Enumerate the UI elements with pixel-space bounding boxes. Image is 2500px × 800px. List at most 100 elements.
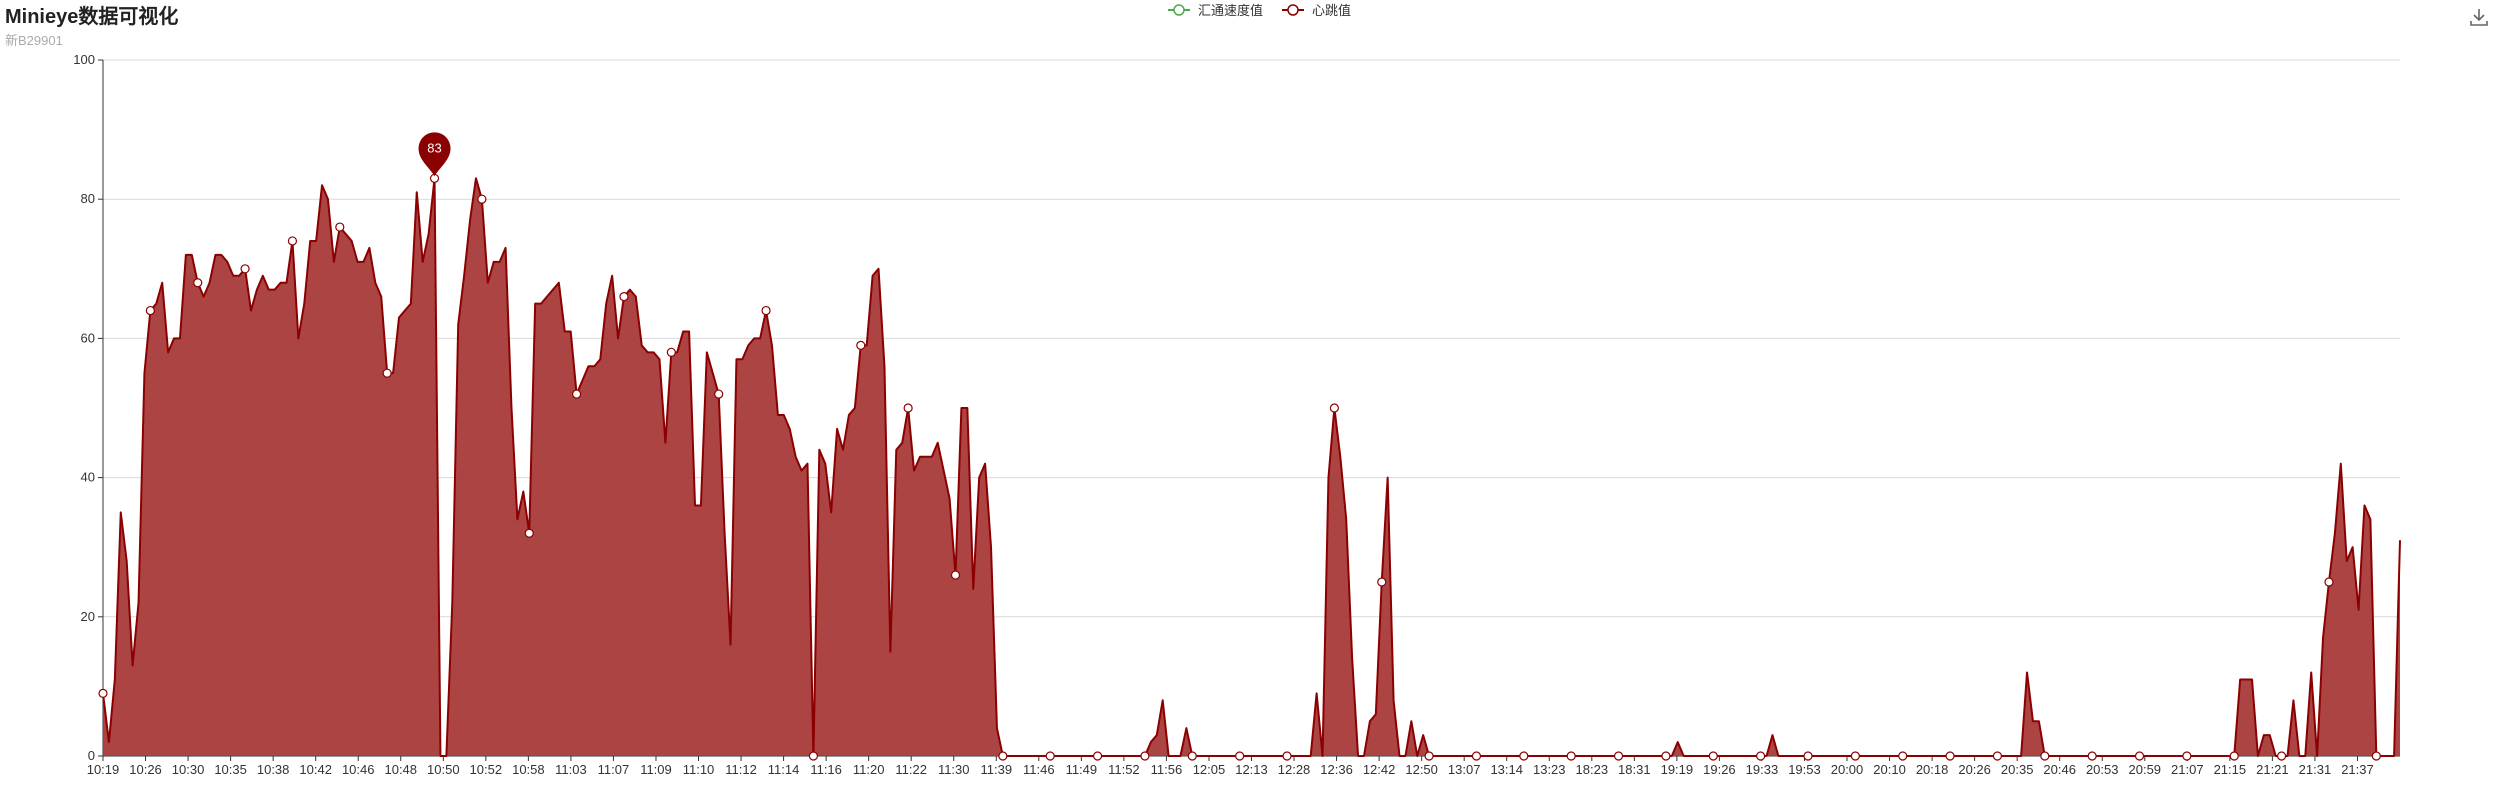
x-tick-label: 12:36 xyxy=(1320,762,1353,777)
data-point xyxy=(666,347,676,357)
x-tick-label: 11:07 xyxy=(598,762,630,777)
x-tick-label: 13:14 xyxy=(1490,762,1523,777)
data-point xyxy=(903,403,913,413)
y-tick-label: 40 xyxy=(81,470,95,485)
data-point xyxy=(1377,577,1387,587)
data-point xyxy=(1045,751,1055,761)
markpoint-pin xyxy=(418,132,451,177)
data-point xyxy=(1850,751,1860,761)
data-point xyxy=(1282,751,1292,761)
data-point xyxy=(1140,751,1150,761)
x-tick-label: 12:13 xyxy=(1235,762,1268,777)
x-tick-label: 10:48 xyxy=(384,762,417,777)
series-area-heartbeat xyxy=(103,178,2400,756)
x-tick-label: 11:09 xyxy=(640,762,672,777)
series-line-heartbeat xyxy=(102,177,2401,757)
x-tick-label: 11:14 xyxy=(768,762,800,777)
markpoint-group: 83 xyxy=(418,132,451,177)
chart-subtitle: 新B29901 xyxy=(5,33,63,48)
data-point xyxy=(998,751,1008,761)
grid xyxy=(103,59,2400,757)
x-tick-label: 21:15 xyxy=(2214,762,2247,777)
x-tick-label: 20:10 xyxy=(1873,762,1906,777)
data-point xyxy=(240,264,250,274)
x-tick-label: 20:26 xyxy=(1958,762,1991,777)
points-group xyxy=(98,173,2381,761)
markpoint-label: 83 xyxy=(427,140,441,155)
data-point xyxy=(856,340,866,350)
legend-swatch-icon xyxy=(1173,4,1185,16)
legend-item-0[interactable]: 汇通速度值 xyxy=(1168,3,1263,18)
x-tick-label: 21:37 xyxy=(2341,762,2374,777)
x-tick-label: 12:28 xyxy=(1278,762,1311,777)
x-tick-label: 20:59 xyxy=(2129,762,2162,777)
x-tick-label: 10:42 xyxy=(299,762,332,777)
data-point xyxy=(1329,403,1339,413)
x-tick-label: 18:23 xyxy=(1576,762,1609,777)
data-point xyxy=(145,305,155,316)
data-point xyxy=(572,389,582,399)
y-tick-label: 100 xyxy=(73,52,95,67)
data-point xyxy=(1945,751,1955,761)
data-point xyxy=(1898,751,1908,761)
data-point xyxy=(335,222,345,232)
data-point xyxy=(524,528,534,538)
y-tick-label: 60 xyxy=(81,330,95,345)
x-tick-label: 10:26 xyxy=(129,762,162,777)
x-tick-label: 11:49 xyxy=(1066,762,1098,777)
download-icon[interactable] xyxy=(2468,6,2490,28)
legend-item-1[interactable]: 心跳值 xyxy=(1282,3,1351,18)
data-point xyxy=(287,236,298,246)
data-point xyxy=(1092,751,1103,761)
data-point xyxy=(2182,751,2192,761)
x-tick-label: 21:31 xyxy=(2299,762,2332,777)
data-point xyxy=(1187,751,1197,761)
x-tick-label: 20:53 xyxy=(2086,762,2119,777)
x-tick-label: 10:50 xyxy=(427,762,460,777)
data-point xyxy=(2134,751,2145,761)
x-tick-label: 11:03 xyxy=(555,762,587,777)
x-tick-label: 21:07 xyxy=(2171,762,2204,777)
data-point xyxy=(98,688,108,698)
x-tick-label: 12:50 xyxy=(1405,762,1438,777)
data-point xyxy=(2040,751,2050,761)
x-tick-label: 11:20 xyxy=(853,762,885,777)
data-point xyxy=(382,368,392,378)
x-tick-label: 19:33 xyxy=(1746,762,1779,777)
x-tick-label: 11:46 xyxy=(1023,762,1055,777)
data-point xyxy=(1235,751,1245,761)
x-tick-label: 12:05 xyxy=(1193,762,1226,777)
x-tick-label: 11:12 xyxy=(725,762,757,777)
x-tick-label: 11:10 xyxy=(683,762,715,777)
legend-label: 汇通速度值 xyxy=(1198,3,1263,18)
x-tick-label: 11:22 xyxy=(895,762,927,777)
x-tick-label: 20:18 xyxy=(1916,762,1949,777)
x-tick-label: 20:00 xyxy=(1831,762,1864,777)
data-point xyxy=(477,194,487,204)
legend-label: 心跳值 xyxy=(1312,3,1351,18)
x-tick-label: 11:16 xyxy=(810,762,842,777)
y-tick-label: 20 xyxy=(81,609,95,624)
legend-swatch-icon xyxy=(1287,4,1299,16)
data-point xyxy=(2324,577,2334,587)
x-tick-label: 19:26 xyxy=(1703,762,1736,777)
x-tick-label: 10:19 xyxy=(87,762,120,777)
x-tick-label: 10:52 xyxy=(470,762,503,777)
data-point xyxy=(714,389,724,399)
data-point xyxy=(1756,751,1766,761)
data-point xyxy=(950,570,961,580)
data-point xyxy=(1708,751,1718,761)
data-point xyxy=(1613,751,1624,761)
y-tick-label: 80 xyxy=(81,191,95,206)
data-point xyxy=(761,305,771,316)
x-tick-label: 11:56 xyxy=(1151,762,1183,777)
x-tick-label: 10:58 xyxy=(512,762,545,777)
data-point xyxy=(1661,751,1671,761)
y-tick-label: 0 xyxy=(88,748,95,763)
chart-title: Minieye数据可视化 xyxy=(5,6,179,28)
x-tick-label: 11:52 xyxy=(1108,762,1140,777)
data-point xyxy=(1566,751,1576,761)
data-point xyxy=(2229,751,2239,761)
x-tick-label: 11:39 xyxy=(980,762,1012,777)
